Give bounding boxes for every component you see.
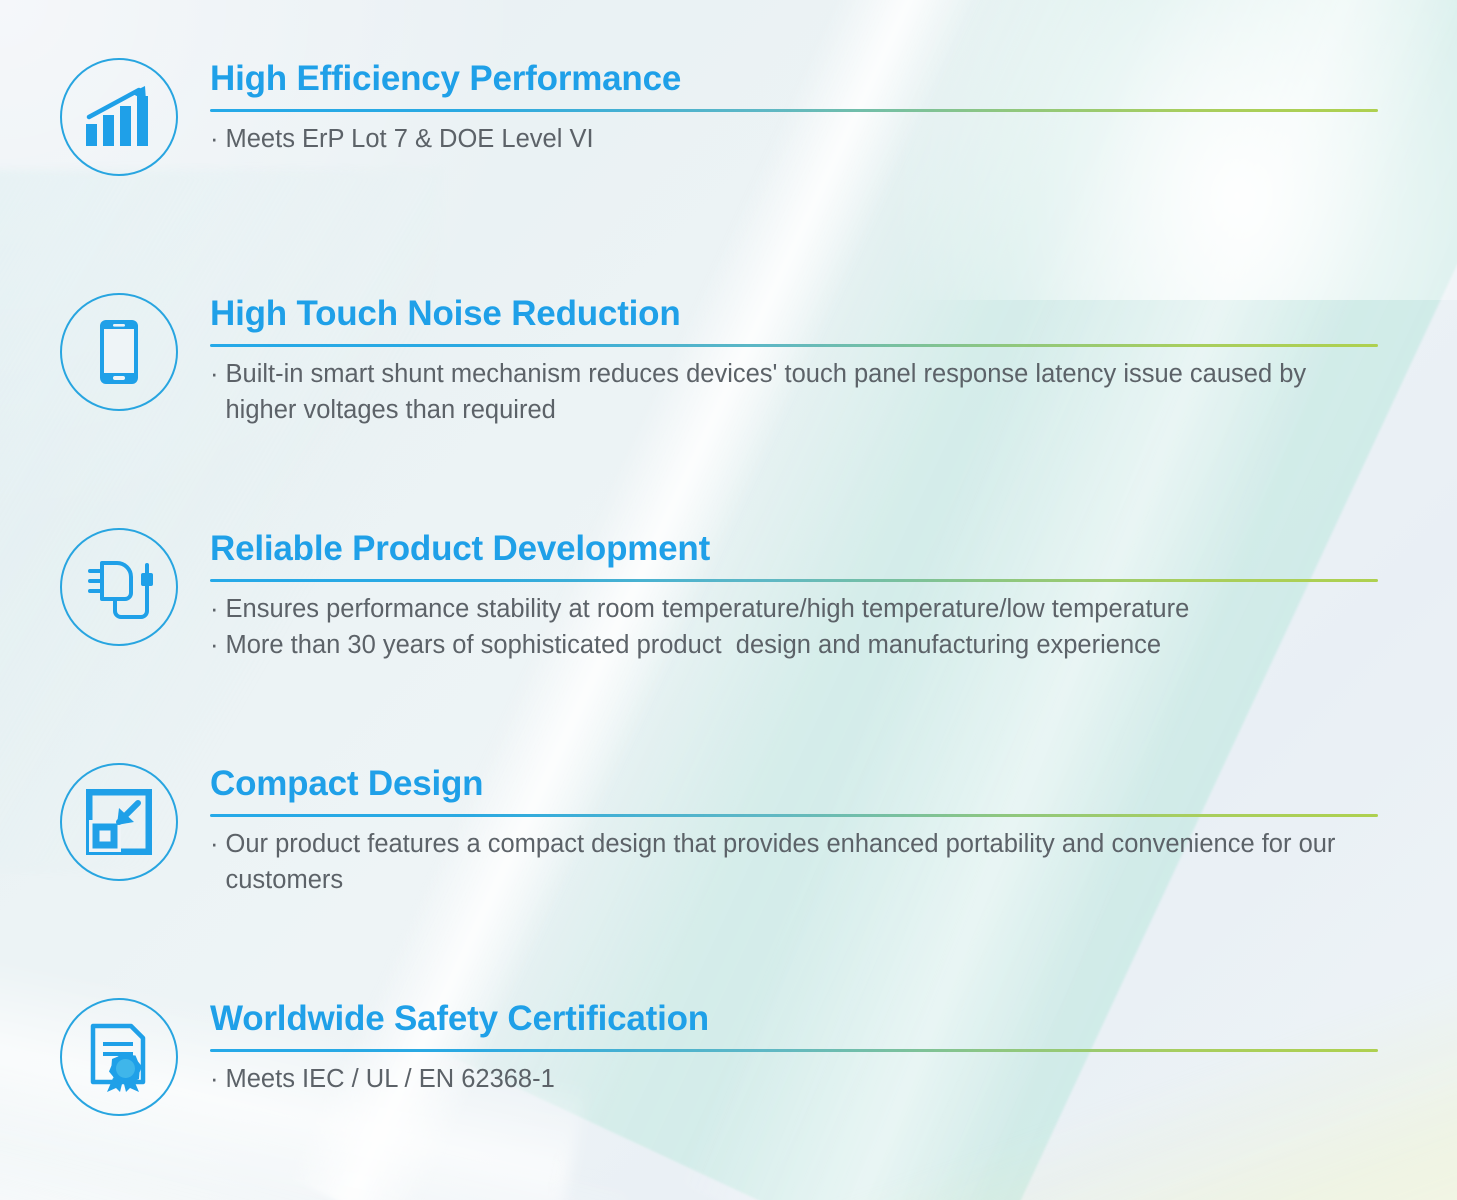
bullet-text: More than 30 years of sophisticated prod… <box>225 631 1162 659</box>
feature-divider <box>210 1049 1378 1052</box>
bullet-text: Our product features a compact design th… <box>225 830 1343 894</box>
bullet-text: Meets ErP Lot 7 & DOE Level VI <box>225 125 594 153</box>
feature-bullets: · Meets IEC / UL / EN 62368-1 <box>210 1061 1380 1097</box>
bullet-text: Built-in smart shunt mechanism reduces d… <box>225 360 1314 424</box>
bar-chart-growth-icon <box>60 58 178 176</box>
feature-icon-wrap <box>60 293 178 411</box>
bullet-text: Meets IEC / UL / EN 62368-1 <box>225 1065 555 1093</box>
feature-bullet: · Meets IEC / UL / EN 62368-1 <box>210 1061 1380 1097</box>
feature-icon-wrap <box>60 528 178 646</box>
bullet-marker: · <box>210 1065 219 1093</box>
feature-bullet: · Ensures performance stability at room … <box>210 591 1380 627</box>
bullet-marker: · <box>210 830 219 858</box>
feature-title: Worldwide Safety Certification <box>210 999 709 1038</box>
power-adapter-icon <box>60 528 178 646</box>
feature-bullets: · Our product features a compact design … <box>210 826 1380 898</box>
compact-resize-icon <box>60 763 178 881</box>
bullet-marker: · <box>210 360 219 388</box>
certificate-award-icon <box>60 998 178 1116</box>
feature-bullets: · Built-in smart shunt mechanism reduces… <box>210 356 1380 428</box>
feature-bullets: · Ensures performance stability at room … <box>210 591 1380 663</box>
feature-divider <box>210 109 1378 112</box>
feature-bullet: · Meets ErP Lot 7 & DOE Level VI <box>210 121 1380 157</box>
feature-bullets: · Meets ErP Lot 7 & DOE Level VI <box>210 121 1380 157</box>
feature-title: Reliable Product Development <box>210 529 711 568</box>
feature-content: Compact Design · Our product features a … <box>210 763 1380 898</box>
feature-icon-wrap <box>60 58 178 176</box>
feature-divider <box>210 814 1378 817</box>
feature-divider <box>210 579 1378 582</box>
feature-title: High Touch Noise Reduction <box>210 294 681 333</box>
feature-content: Reliable Product Development · Ensures p… <box>210 528 1380 663</box>
bullet-marker: · <box>210 595 219 623</box>
feature-bullet: · Our product features a compact design … <box>210 826 1380 898</box>
feature-icon-wrap <box>60 998 178 1116</box>
feature-bullet: · Built-in smart shunt mechanism reduces… <box>210 356 1380 428</box>
feature-divider <box>210 344 1378 347</box>
feature-content: High Touch Noise Reduction · Built-in sm… <box>210 293 1380 428</box>
bullet-marker: · <box>210 125 219 153</box>
feature-title: High Efficiency Performance <box>210 59 682 98</box>
smartphone-icon <box>60 293 178 411</box>
bullet-text: Ensures performance stability at room te… <box>225 595 1190 623</box>
feature-content: High Efficiency Performance · Meets ErP … <box>210 58 1380 157</box>
feature-content: Worldwide Safety Certification · Meets I… <box>210 998 1380 1097</box>
feature-bullet: · More than 30 years of sophisticated pr… <box>210 627 1380 663</box>
feature-title: Compact Design <box>210 764 484 803</box>
feature-icon-wrap <box>60 763 178 881</box>
bullet-marker: · <box>210 631 219 659</box>
